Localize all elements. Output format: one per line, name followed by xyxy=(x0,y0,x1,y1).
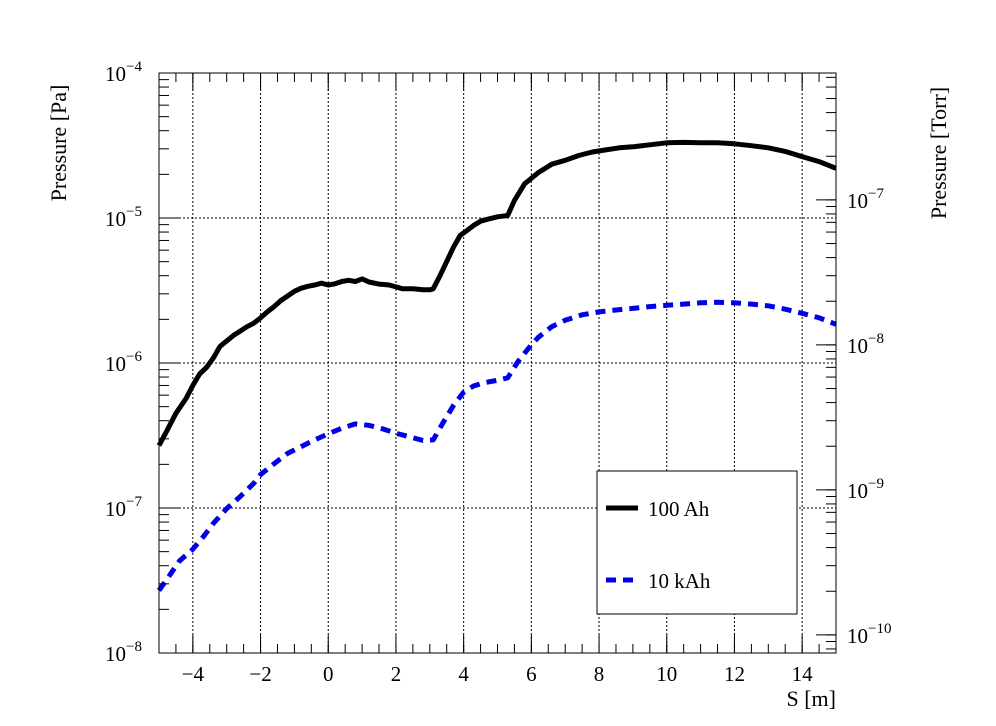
axis-tick-labels: −4 −2 0 2 4 6 8 10 12 14 10−8 10−7 10−6 10−5 10−4 10−10… xyxy=(105,59,891,686)
x-tick-label: −2 xyxy=(249,662,271,686)
x-tick-label: 8 xyxy=(594,662,605,686)
grid-lines xyxy=(159,73,836,653)
x-tick-label: 4 xyxy=(458,662,469,686)
axis-ticks xyxy=(158,72,837,654)
x-tick-label: 12 xyxy=(724,662,745,686)
y2-tick-label: 10−9 xyxy=(847,476,884,503)
x-tick-label: 14 xyxy=(792,662,814,686)
series-line-10-kah xyxy=(156,299,837,592)
x-tick-label: 0 xyxy=(323,662,334,686)
series-lines xyxy=(156,139,837,592)
x-tick-label: −4 xyxy=(182,662,205,686)
x-tick-label: 6 xyxy=(526,662,537,686)
y-axis-title: Pressure [Pa] xyxy=(46,85,71,202)
y-tick-label: 10−8 xyxy=(105,639,142,666)
y2-tick-label: 10−10 xyxy=(847,621,891,648)
y-tick-label: 10−4 xyxy=(105,59,142,86)
x-tick-label: 2 xyxy=(391,662,402,686)
y2-tick-label: 10−8 xyxy=(847,331,884,358)
series-line-100-ah xyxy=(156,139,837,447)
legend: 100 Ah 10 kAh xyxy=(596,470,798,615)
y-tick-label: 10−5 xyxy=(105,204,142,231)
x-axis-title: S [m] xyxy=(787,686,837,711)
y2-axis-title: Pressure [Torr] xyxy=(926,87,951,219)
x-tick-label: 10 xyxy=(656,662,677,686)
y-tick-label: 10−6 xyxy=(105,349,142,376)
y-tick-label: 10−7 xyxy=(105,494,142,521)
legend-label-100ah: 100 Ah xyxy=(648,497,710,521)
y2-tick-label: 10−7 xyxy=(847,186,884,213)
legend-box xyxy=(596,470,798,615)
legend-label-10kah: 10 kAh xyxy=(648,569,711,593)
